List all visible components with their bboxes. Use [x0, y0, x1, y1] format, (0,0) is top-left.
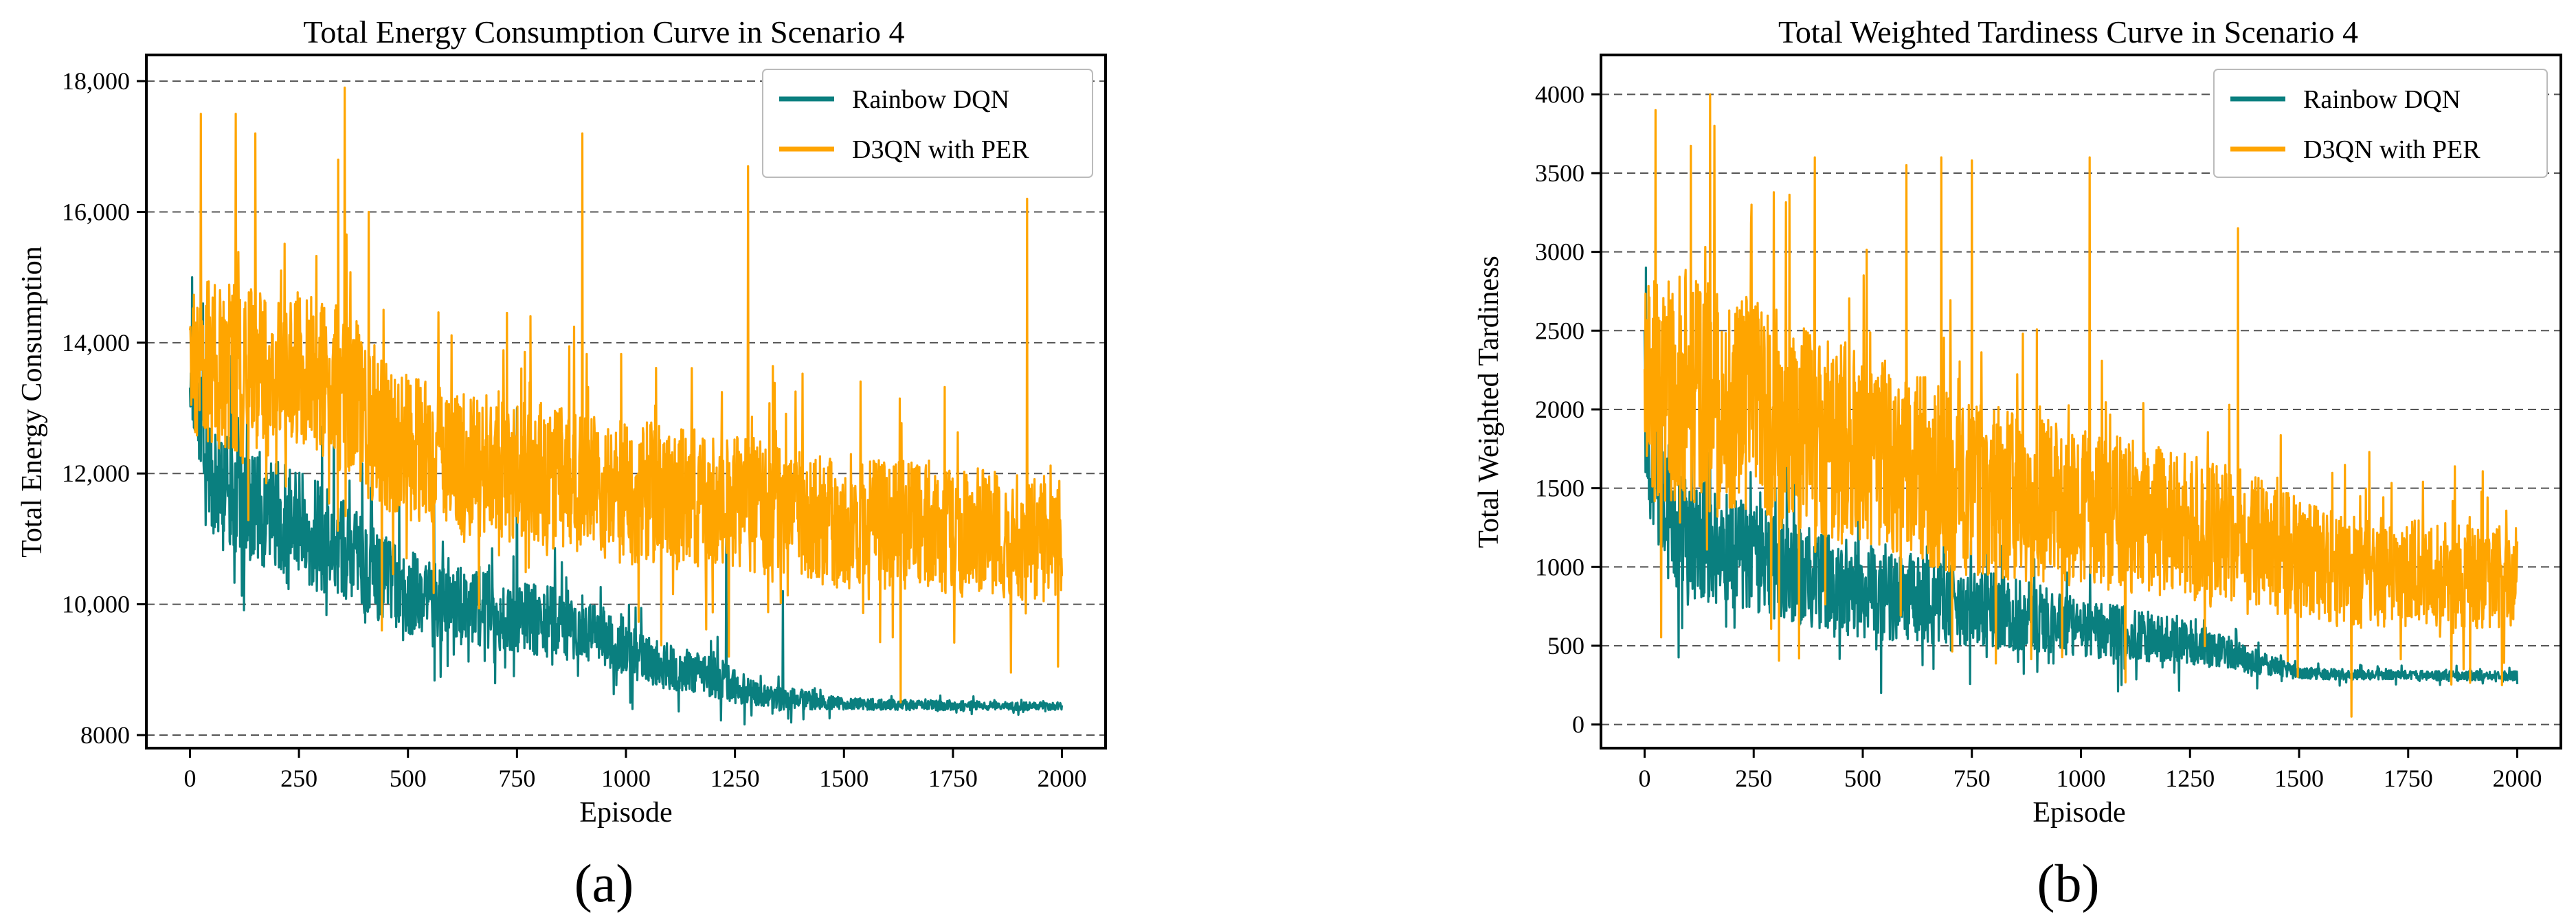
panel-label: (a) [574, 853, 634, 913]
chart-weighted-tardiness: Total Weighted Tardiness Curve in Scenar… [1473, 14, 2562, 913]
y-tick-label: 8000 [80, 721, 130, 749]
y-axis-label: Total Weighted Tardiness [1473, 256, 1505, 548]
y-tick-label: 1500 [1535, 475, 1584, 502]
chart-energy-consumption: Total Energy Consumption Curve in Scenar… [16, 14, 1107, 913]
y-tick-label: 0 [1572, 711, 1584, 739]
x-tick-label: 1250 [710, 765, 760, 792]
x-tick-label: 1500 [2274, 765, 2324, 792]
x-tick-label: 1250 [2165, 765, 2215, 792]
x-tick-label: 250 [1735, 765, 1772, 792]
x-tick-label: 500 [1844, 765, 1881, 792]
y-tick-label: 3500 [1535, 159, 1584, 187]
series-line-d3qn-with-per [188, 86, 1064, 704]
legend-label-d3qn-per: D3QN with PER [2303, 135, 2480, 164]
x-tick-label: 0 [1639, 765, 1651, 792]
legend-box [2213, 69, 2548, 178]
y-tick-label: 10,000 [62, 591, 130, 618]
series-line-rainbow-dqn [188, 276, 1064, 726]
x-tick-label: 1000 [2057, 765, 2106, 792]
y-tick-label: 12,000 [62, 460, 130, 487]
y-tick-label: 18,000 [62, 67, 130, 95]
y-tick-label: 3000 [1535, 238, 1584, 266]
x-tick-label: 500 [390, 765, 427, 792]
x-tick-label: 750 [498, 765, 535, 792]
legend-box [762, 69, 1093, 178]
chart-title: Total Weighted Tardiness Curve in Scenar… [1778, 14, 2358, 49]
x-tick-label: 0 [183, 765, 196, 792]
x-tick-label: 1500 [819, 765, 869, 792]
series-line-rainbow-dqn [1643, 267, 2519, 695]
x-tick-label: 1000 [601, 765, 651, 792]
y-axis-label: Total Energy Consumption [16, 246, 48, 558]
x-tick-label: 250 [280, 765, 317, 792]
x-axis-label: Episode [2032, 797, 2125, 829]
legend: Rainbow DQN D3QN with PER [2213, 69, 2548, 178]
y-tick-label: 14,000 [62, 329, 130, 357]
legend-label-rainbow-dqn: Rainbow DQN [852, 85, 1009, 114]
y-tick-label: 4000 [1535, 80, 1584, 108]
x-tick-label: 2000 [1038, 765, 1087, 792]
y-tick-label: 16,000 [62, 198, 130, 225]
x-axis-label: Episode [579, 797, 672, 829]
series-line-d3qn-with-per [1643, 93, 2519, 718]
y-tick-label: 1000 [1535, 553, 1584, 581]
chart-title: Total Energy Consumption Curve in Scenar… [304, 14, 905, 49]
legend: Rainbow DQN D3QN with PER [762, 69, 1093, 178]
y-tick-label: 500 [1547, 632, 1584, 660]
y-tick-label: 2500 [1535, 317, 1584, 344]
panel-label: (b) [2037, 853, 2100, 913]
x-tick-label: 750 [1953, 765, 1991, 792]
legend-label-d3qn-per: D3QN with PER [852, 135, 1029, 164]
x-tick-label: 2000 [2493, 765, 2542, 792]
x-tick-label: 1750 [2384, 765, 2433, 792]
x-tick-label: 1750 [928, 765, 978, 792]
legend-label-rainbow-dqn: Rainbow DQN [2303, 85, 2461, 114]
y-tick-label: 2000 [1535, 396, 1584, 423]
